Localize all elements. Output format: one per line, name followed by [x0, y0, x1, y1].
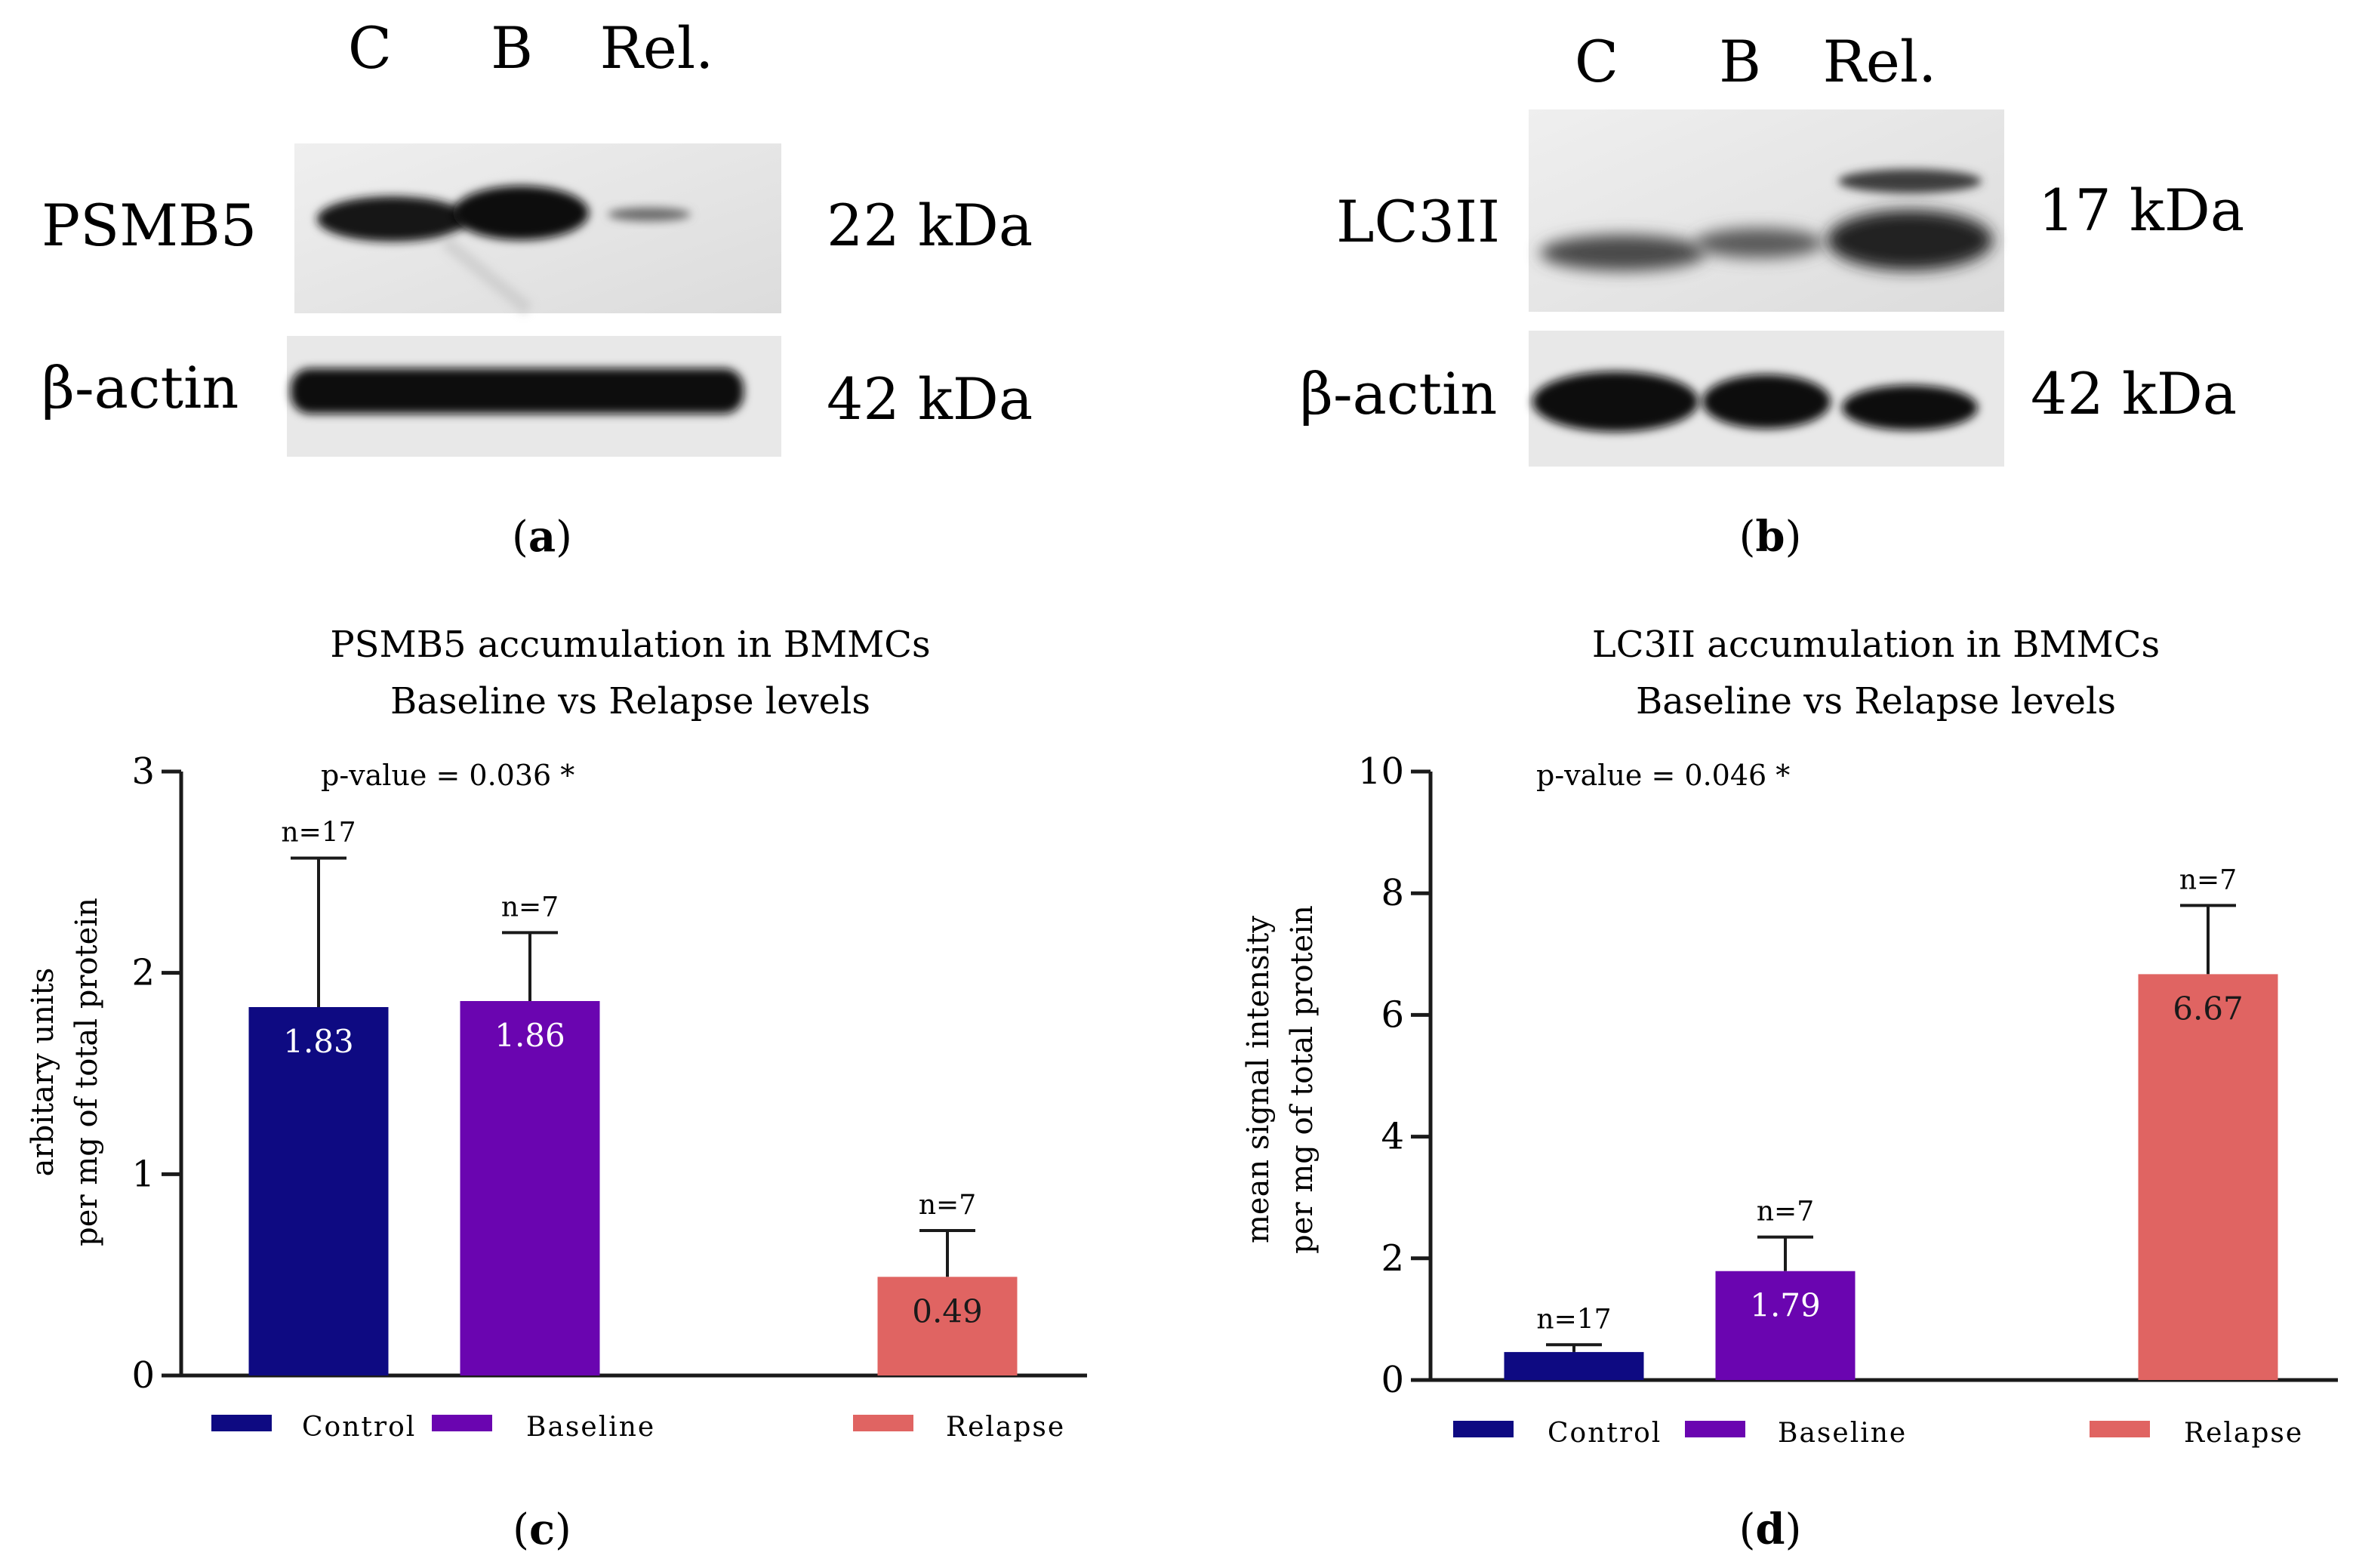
caption-b: (b) — [1739, 512, 1802, 562]
chart-panel-c: PSMB5 accumulation in BMMCs Baseline vs … — [26, 624, 1087, 1554]
p-value-annotation: p-value = 0.036 * — [321, 759, 574, 792]
bar-relapse — [2138, 974, 2278, 1380]
band-lc3ii-control — [1540, 235, 1706, 271]
mw-label-42kda-b: 42 kDa — [2031, 360, 2237, 427]
bar-baseline — [1715, 1271, 1856, 1380]
value-label-relapse: 0.49 — [912, 1292, 983, 1329]
lane-label-c: C — [1575, 28, 1618, 95]
y-tick-label-8: 8 — [1381, 872, 1404, 914]
legend: Control Baseline Relapse — [211, 1412, 1065, 1443]
y-tick-label-10: 10 — [1358, 750, 1404, 793]
n-label-baseline: n=7 — [1757, 1197, 1814, 1228]
band-actin-a — [291, 368, 744, 414]
legend: Control Baseline Relapse — [1453, 1418, 2303, 1449]
mw-label-42kda-a: 42 kDa — [827, 365, 1033, 433]
protein-label-psmb5: PSMB5 — [42, 192, 257, 259]
protein-label-actin-b: β-actin — [1300, 360, 1497, 427]
legend-label-baseline: Baseline — [1778, 1418, 1907, 1449]
chart-title-line2: Baseline vs Relapse levels — [1636, 680, 2116, 722]
y-tick-label-3: 3 — [131, 750, 155, 793]
lane-label-c: C — [348, 14, 392, 82]
value-label-baseline: 1.79 — [1750, 1287, 1821, 1324]
n-label-relapse: n=7 — [2179, 864, 2237, 895]
lane-label-b: B — [491, 14, 533, 82]
legend-swatch-relapse — [2090, 1421, 2150, 1437]
caption-a: (a) — [512, 512, 572, 562]
chart-title-line1: PSMB5 accumulation in BMMCs — [330, 624, 930, 666]
lane-label-rel: Rel. — [1823, 28, 1937, 95]
lane-label-b: B — [1719, 28, 1761, 95]
legend-label-control: Control — [1548, 1418, 1662, 1449]
blot-membrane-lc3ii — [1529, 109, 2004, 312]
y-tick-label-2: 2 — [131, 952, 155, 994]
blot-panel-b: C B Rel. LC3II β-actin 17 kDa 42 kDa (b) — [1300, 28, 2244, 562]
legend-label-relapse: Relapse — [946, 1412, 1065, 1443]
band-psmb5-control — [317, 196, 468, 242]
legend-label-relapse: Relapse — [2184, 1418, 2303, 1449]
legend-swatch-control — [1453, 1421, 1514, 1437]
band-lc3ii-baseline — [1695, 228, 1823, 258]
value-label-relapse: 6.67 — [2173, 990, 2244, 1027]
n-label-control: n=17 — [1536, 1304, 1611, 1335]
p-value-annotation: p-value = 0.046 * — [1536, 759, 1790, 792]
y-tick-label-1: 1 — [131, 1153, 155, 1195]
y-tick-label-6: 6 — [1381, 993, 1404, 1036]
y-axis-label-line1: arbitary units — [26, 968, 60, 1177]
chart-title-line1: LC3II accumulation in BMMCs — [1592, 624, 2160, 666]
bar-baseline — [460, 1001, 600, 1375]
bar-relapse — [877, 1277, 1018, 1375]
legend-swatch-baseline — [432, 1415, 492, 1431]
n-label-baseline: n=7 — [501, 892, 559, 923]
blot-panel-a: C B Rel. PSMB5 β-actin 22 kDa 42 kDa (a) — [42, 14, 1033, 562]
legend-label-baseline: Baseline — [526, 1412, 655, 1443]
y-tick-label-4: 4 — [1381, 1116, 1404, 1158]
legend-swatch-baseline — [1685, 1421, 1745, 1437]
mw-label-22kda: 22 kDa — [827, 192, 1033, 259]
band-actin-b-relapse — [1842, 385, 1978, 430]
legend-swatch-relapse — [853, 1415, 913, 1431]
legend-swatch-control — [211, 1415, 272, 1431]
caption-c: (c) — [513, 1505, 571, 1554]
band-psmb5-relapse — [608, 208, 691, 221]
band-actin-b-control — [1532, 371, 1699, 432]
value-label-control: 1.83 — [283, 1023, 354, 1060]
n-label-control: n=17 — [281, 818, 356, 849]
y-tick-label-0: 0 — [131, 1354, 155, 1397]
band-lc3ii-relapse-upper — [1838, 169, 1982, 193]
blot-streak — [441, 236, 533, 315]
mw-label-17kda: 17 kDa — [2038, 177, 2244, 244]
band-actin-b-baseline — [1702, 374, 1831, 429]
chart-panel-d: LC3II accumulation in BMMCs Baseline vs … — [1241, 624, 2338, 1554]
band-psmb5-baseline — [453, 186, 589, 240]
chart-title-line2: Baseline vs Relapse levels — [390, 680, 870, 722]
value-label-baseline: 1.86 — [494, 1017, 565, 1054]
y-axis-label-line2: per mg of total protein — [69, 898, 104, 1246]
y-tick-label-0: 0 — [1381, 1359, 1404, 1401]
bar-control — [1504, 1351, 1644, 1380]
n-label-relapse: n=7 — [919, 1190, 976, 1221]
y-tick-label-2: 2 — [1381, 1237, 1404, 1280]
legend-label-control: Control — [302, 1412, 416, 1443]
bar-control — [248, 1007, 389, 1375]
band-lc3ii-relapse-lower — [1827, 210, 1993, 270]
lane-label-rel: Rel. — [600, 14, 714, 82]
protein-label-lc3ii: LC3II — [1336, 188, 1500, 255]
y-axis-label-line1: mean signal intensity — [1241, 916, 1276, 1243]
caption-d: (d) — [1739, 1505, 1802, 1554]
protein-label-actin-a: β-actin — [42, 354, 239, 421]
y-axis-label-line2: per mg of total protein — [1285, 905, 1320, 1254]
